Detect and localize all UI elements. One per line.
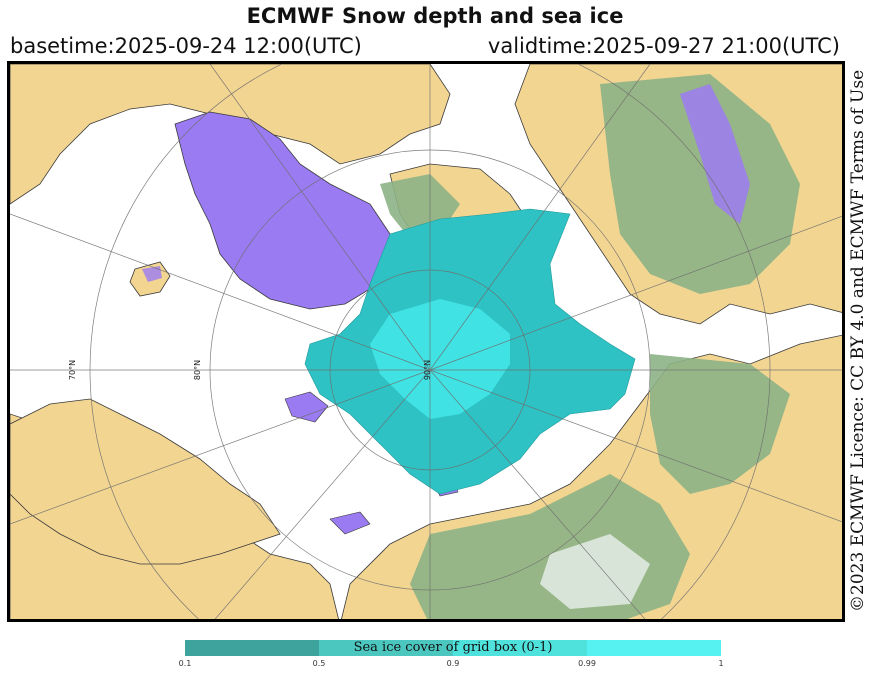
snow-iceland xyxy=(142,266,162,282)
latitude-label-70: 70°N xyxy=(68,360,77,380)
pole-label: 90°N xyxy=(423,360,432,380)
validtime-label: validtime:2025-09-27 21:00(UTC) xyxy=(487,34,840,58)
legend-segment xyxy=(587,640,721,656)
snow-svalbard xyxy=(284,391,329,423)
sea-ice-core xyxy=(370,299,510,419)
map-panel: 90°N 80°N 70°N xyxy=(7,61,845,622)
graticule xyxy=(10,64,842,619)
legend-tick: 0.9 xyxy=(446,659,460,668)
copyright-credit: ©2023 ECMWF Licence: CC BY 4.0 and ECMWF… xyxy=(848,69,868,612)
vegetation-east xyxy=(600,74,800,294)
legend-segment xyxy=(185,640,319,656)
legend-tick: 0.5 xyxy=(312,659,326,668)
scandinavia xyxy=(10,398,281,565)
legend-tick: 1 xyxy=(718,659,724,668)
legend-ticks: 0.1 0.5 0.9 0.99 1 xyxy=(179,659,724,671)
latitude-label-80: 80°N xyxy=(193,360,202,380)
legend-title: Sea ice cover of grid box (0-1) xyxy=(353,640,553,655)
polar-map: 90°N 80°N 70°N xyxy=(10,64,842,619)
snow-novaya-zemlya xyxy=(329,511,371,535)
basetime-label: basetime:2025-09-24 12:00(UTC) xyxy=(10,34,362,58)
map-title: ECMWF Snow depth and sea ice xyxy=(246,4,624,28)
legend-segment xyxy=(453,640,587,656)
legend-colorbar xyxy=(185,640,721,656)
snow-patches-russia xyxy=(540,534,650,609)
legend-tick: 0.1 xyxy=(178,659,192,668)
snow-kamchatka xyxy=(680,84,750,224)
vegetation-siberia xyxy=(650,354,790,494)
legend-segment xyxy=(319,640,453,656)
legend-tick: 0.99 xyxy=(578,659,596,668)
